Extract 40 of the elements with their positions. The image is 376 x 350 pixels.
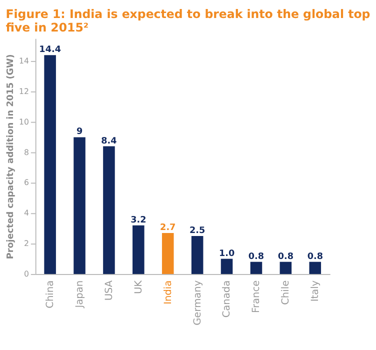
bar [280, 262, 292, 274]
data-label: 14.4 [39, 45, 61, 56]
data-label: 2.5 [190, 226, 206, 236]
bar [220, 258, 233, 274]
x-tick-label: Japan [74, 280, 86, 309]
y-tick-label: 0 [24, 269, 29, 278]
data-label: 9 [76, 127, 83, 138]
x-tick-label: USA [104, 280, 115, 301]
y-tick-label: 14 [18, 56, 29, 66]
y-tick-label: 8 [24, 148, 29, 157]
data-label: 1.0 [218, 248, 235, 259]
bar [74, 137, 86, 274]
bar [44, 55, 56, 274]
data-label: 0.8 [248, 252, 264, 262]
x-tick-label: India [162, 280, 174, 304]
y-tick-label: 4 [24, 208, 29, 218]
x-tick-label: France [251, 280, 262, 313]
x-tick-label: China [45, 280, 56, 308]
bar [162, 232, 174, 274]
data-label: 0.8 [307, 252, 323, 262]
x-tick-label: Chile [280, 280, 292, 305]
y-tick-label: 2 [24, 239, 29, 248]
x-tick-label: Italy [310, 280, 322, 302]
bar [309, 262, 322, 274]
chart-title: Figure 1: India is expected to break into the global top five in 2015² [6, 6, 370, 35]
data-label: 3.2 [130, 215, 146, 226]
bar [132, 225, 144, 274]
bar [191, 236, 204, 274]
y-axis-title: Projected capacity addition in 2015 (GW) [6, 54, 16, 260]
y-tick-label: 12 [18, 87, 29, 96]
data-label: 2.7 [160, 223, 176, 234]
bar [250, 262, 262, 274]
x-tick-label: Germany [192, 280, 204, 326]
x-tick-label: Canada [222, 280, 233, 318]
y-tick-label: 10 [18, 117, 29, 126]
bar [103, 146, 115, 274]
data-label: 8.4 [101, 136, 117, 146]
x-tick-label: UK [133, 280, 144, 294]
data-label: 0.8 [278, 252, 294, 262]
y-tick-label: 6 [24, 178, 29, 188]
